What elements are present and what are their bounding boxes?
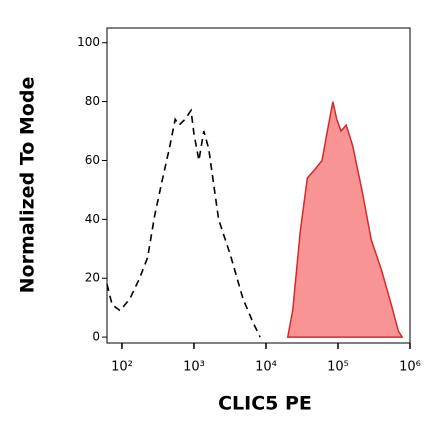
histogram-area — [286, 101, 403, 338]
histogram-line — [106, 108, 261, 338]
y-tick-label: 100 — [77, 35, 100, 49]
x-tick-label: 10³ — [183, 360, 205, 375]
y-tick-label: 80 — [85, 94, 100, 108]
y-tick-label: 40 — [85, 212, 100, 226]
x-axis-label: CLIC5 PE — [218, 393, 312, 415]
y-tick-label: 0 — [92, 330, 100, 344]
plot-frame — [106, 27, 411, 344]
y-tick-label: 20 — [85, 271, 100, 285]
y-tick-label: 60 — [85, 153, 100, 167]
x-tick-label: 10⁴ — [255, 360, 277, 375]
x-tick-label: 10⁶ — [399, 360, 421, 375]
x-tick-label: 10² — [111, 360, 133, 375]
y-axis-label: Normalized To Mode — [17, 77, 39, 294]
x-tick-label: 10⁵ — [327, 360, 349, 375]
